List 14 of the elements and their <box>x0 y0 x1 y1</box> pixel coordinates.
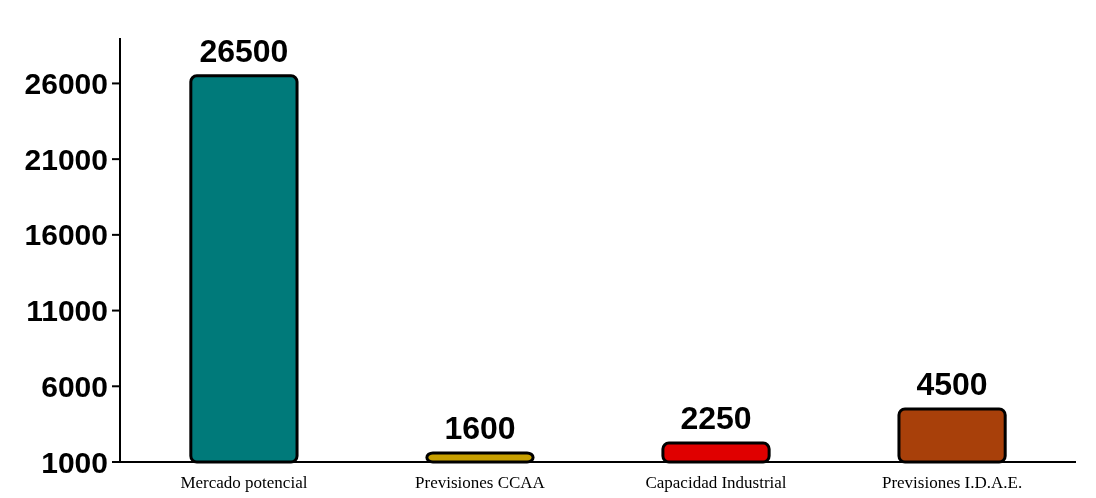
data-label: 1600 <box>444 409 516 446</box>
data-label: 4500 <box>916 366 988 402</box>
x-tick-label: Previsiones CCAA <box>415 473 546 492</box>
x-tick-label: Mercado potencial <box>180 473 308 492</box>
x-tick-label: Previsiones I.D.A.E. <box>881 473 1023 492</box>
y-tick-label: 26000 <box>24 66 108 100</box>
data-label: 26500 <box>199 32 289 69</box>
x-tick-label: Capacidad Industrial <box>645 473 787 492</box>
data-label: 2250 <box>680 400 752 437</box>
y-tick-label: 11000 <box>26 294 108 328</box>
y-tick-label: 21000 <box>24 142 108 176</box>
y-tick-label: 1000 <box>41 445 108 479</box>
y-tick-label: 16000 <box>24 218 108 252</box>
y-tick-label: 6000 <box>41 369 108 403</box>
